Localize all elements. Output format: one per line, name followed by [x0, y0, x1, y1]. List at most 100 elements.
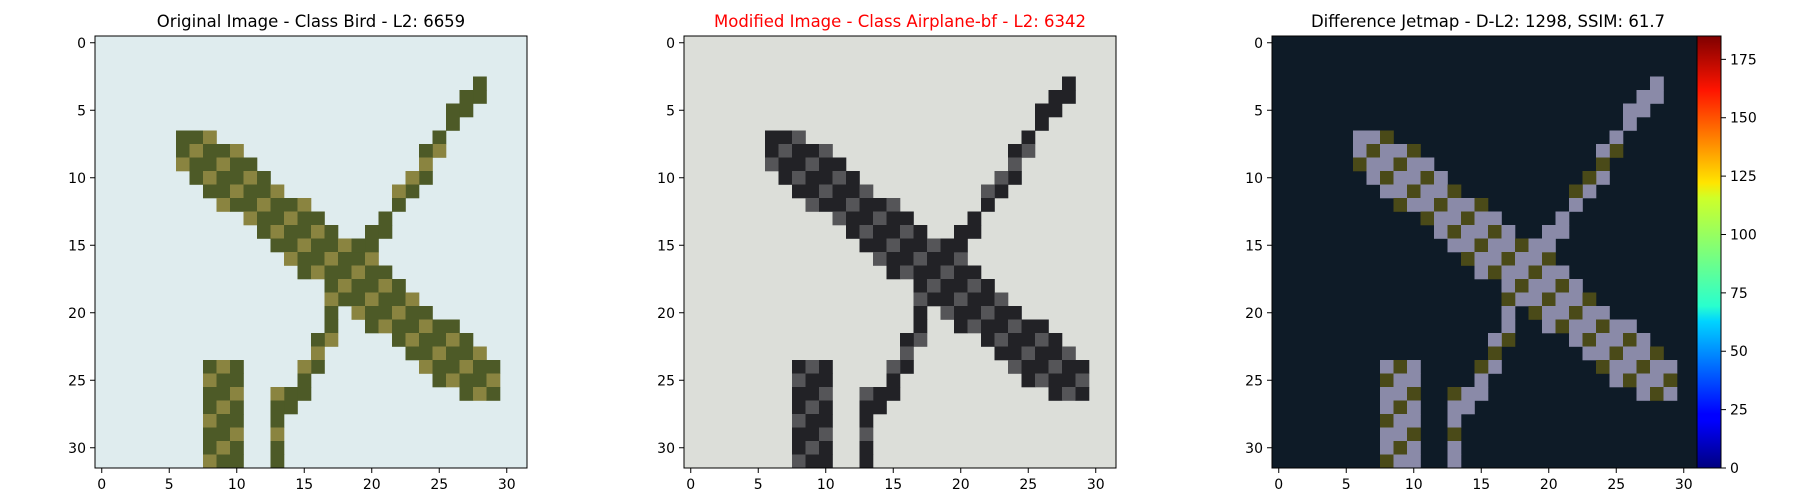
pixel-cell: [1501, 265, 1516, 280]
pixel-cell: [1434, 225, 1448, 239]
pixel-cell: [967, 319, 982, 334]
pixel-cell: [1461, 211, 1475, 226]
colorbar-gradient: [1696, 35, 1722, 469]
colorbar-tick-label: 50: [1730, 344, 1748, 360]
pixel-cell: [392, 306, 406, 320]
pixel-cell: [230, 414, 244, 428]
pixel-cell: [886, 252, 901, 266]
pixel-cell: [792, 144, 806, 158]
pixel-cell: [1393, 171, 1408, 185]
pixel-cell: [967, 225, 982, 239]
pixel-cell: [419, 306, 433, 320]
pixel-cell: [859, 198, 874, 212]
pixel-cell: [1623, 117, 1637, 131]
pixel-cell: [967, 292, 982, 307]
pixel-cell: [1380, 373, 1394, 388]
pixel-cell: [419, 144, 433, 158]
pixel-cell: [954, 265, 968, 280]
pixel-cell: [297, 198, 312, 212]
y-tick-label: 5: [1254, 103, 1263, 119]
pixel-cell: [1461, 238, 1475, 253]
pixel-cell: [1663, 360, 1678, 374]
pixel-cell: [405, 292, 420, 307]
pixel-cell: [1501, 279, 1516, 293]
pixel-cell: [1393, 441, 1408, 455]
pixel-cell: [230, 454, 244, 469]
pixel-cell: [994, 184, 1009, 199]
pixel-cell: [1420, 171, 1435, 185]
pixel-cell: [1048, 387, 1063, 401]
pixel-cell: [1461, 225, 1475, 239]
title-modified: Modified Image - Class Airplane-bf - L2:…: [714, 12, 1086, 31]
pixel-cell: [351, 252, 366, 266]
pixel-cell: [1447, 387, 1462, 401]
pixel-cell: [1515, 265, 1529, 280]
pixel-cell: [1035, 373, 1049, 388]
pixel-cell: [1582, 306, 1597, 320]
pixel-cell: [1582, 319, 1597, 334]
pixel-cell: [392, 279, 406, 293]
pixel-cell: [243, 184, 258, 199]
pixel-cell: [459, 387, 474, 401]
pixel-cell: [873, 238, 887, 253]
pixel-cell: [1461, 252, 1475, 266]
pixel-cell: [216, 157, 231, 172]
pixel-cell: [1021, 346, 1036, 361]
pixel-cell: [270, 198, 285, 212]
x-tick-label: 0: [97, 477, 106, 493]
pixel-cell: [1407, 414, 1421, 428]
pixel-cell: [405, 184, 420, 199]
pixel-cell: [1609, 130, 1624, 145]
pixel-cell: [1380, 454, 1394, 469]
pixel-cell: [981, 306, 995, 320]
pixel-cell: [805, 373, 820, 388]
pixel-cell: [1596, 157, 1610, 172]
pixel-cell: [297, 360, 312, 374]
pixel-cell: [1407, 441, 1421, 455]
pixel-cell: [459, 360, 474, 374]
pixel-cell: [859, 387, 874, 401]
pixel-cell: [792, 427, 806, 442]
pixel-cell: [1420, 211, 1435, 226]
pixel-cell: [819, 427, 833, 442]
pixel-cell: [216, 184, 231, 199]
pixel-cell: [805, 171, 820, 185]
pixel-cell: [913, 225, 928, 239]
pixel-cell: [1447, 198, 1462, 212]
pixel-cell: [1380, 184, 1394, 199]
pixel-cell: [859, 441, 874, 455]
pixel-cell: [176, 130, 190, 145]
pixel-cell: [1008, 319, 1022, 334]
pixel-cell: [311, 238, 325, 253]
pixel-cell: [203, 454, 217, 469]
pixel-cell: [886, 360, 901, 374]
pixel-cell: [284, 198, 298, 212]
pixel-cell: [297, 373, 312, 388]
pixel-cell: [1008, 157, 1022, 172]
pixel-cell: [1035, 103, 1049, 118]
pixel-cell: [819, 373, 833, 388]
pixel-cell: [859, 414, 874, 428]
pixel-cell: [1596, 360, 1610, 374]
pixel-cell: [432, 360, 447, 374]
pixel-cell: [189, 130, 204, 145]
pixel-cell: [378, 265, 393, 280]
pixel-cell: [805, 414, 820, 428]
pixel-cell: [446, 360, 460, 374]
pixel-cell: [203, 427, 217, 442]
y-tick-label: 0: [666, 36, 675, 52]
pixel-cell: [1474, 360, 1489, 374]
pixel-cell: [1569, 184, 1583, 199]
pixel-cell: [1407, 454, 1421, 469]
pixel-cell: [886, 225, 901, 239]
pixel-cell: [1650, 373, 1664, 388]
x-tick-label: 10: [228, 477, 246, 493]
pixel-cell: [243, 171, 258, 185]
pixel-cell: [230, 360, 244, 374]
pixel-cell: [1393, 454, 1408, 469]
pixel-cell: [832, 184, 847, 199]
pixel-cell: [1407, 184, 1421, 199]
y-tick-label: 15: [657, 238, 675, 254]
ticks-original: 0 5 10 15 20 25 30 0 5 10 15 20 25 30: [68, 36, 515, 493]
pixel-cell: [230, 373, 244, 388]
